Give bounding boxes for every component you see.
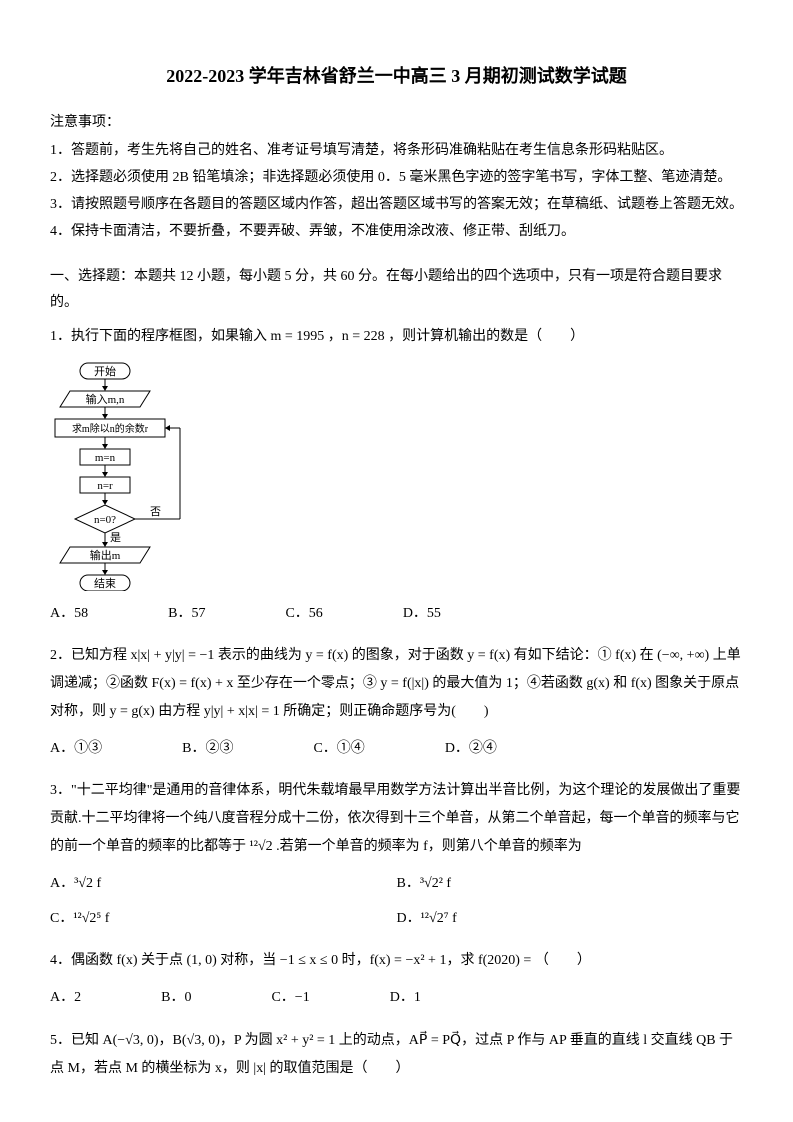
q1-opt-c: C．56 xyxy=(285,601,322,626)
flow-yes: 是 xyxy=(110,531,121,544)
q4-opt-a: A．2 xyxy=(50,985,81,1010)
flow-decision: n=0? xyxy=(94,514,116,526)
section-1-header: 一、选择题：本题共 12 小题，每小题 5 分，共 60 分。在每小题给出的四个… xyxy=(50,264,743,314)
notice-3: 3．请按照题号顺序在各题目的答题区域内作答，超出答题区域书写的答案无效；在草稿纸… xyxy=(50,192,743,217)
notice-header: 注意事项： xyxy=(50,110,743,135)
q2-opt-a: A．①③ xyxy=(50,736,102,761)
flow-calc: 求m除以n的余数r xyxy=(72,422,149,435)
flow-output: 输出m xyxy=(90,548,121,562)
question-2: 2．已知方程 x|x| + y|y| = −1 表示的曲线为 y = f(x) … xyxy=(50,642,743,726)
notice-1: 1．答题前，考生先将自己的姓名、准考证号填写清楚，将条形码准确粘贴在考生信息条形… xyxy=(50,138,743,163)
flow-input: 输入m,n xyxy=(86,392,125,406)
notice-4: 4．保持卡面清洁，不要折叠，不要弄破、弄皱，不准使用涂改液、修正带、刮纸刀。 xyxy=(50,219,743,244)
flowchart-diagram: 开始 输入m,n 求m除以n的余数r m=n n=r n=0? 否 是 xyxy=(50,361,743,591)
q3-options: A．³√2 f B．³√2² f C．¹²√2⁵ f D．¹²√2⁷ f xyxy=(50,871,743,931)
q3-opt-a: A．³√2 f xyxy=(50,871,397,896)
q1-opt-d: D．55 xyxy=(403,601,441,626)
q2-opt-d: D．②④ xyxy=(445,736,497,761)
q4-opt-d: D．1 xyxy=(390,985,421,1010)
flow-assign1: m=n xyxy=(95,452,116,464)
flow-start: 开始 xyxy=(94,364,116,378)
flow-no: 否 xyxy=(150,506,161,518)
question-5: 5．已知 A(−√3, 0)，B(√3, 0)，P 为圆 x² + y² = 1… xyxy=(50,1027,743,1083)
q3-opt-c: C．¹²√2⁵ f xyxy=(50,906,397,931)
q1-opt-a: A．58 xyxy=(50,601,88,626)
notice-2: 2．选择题必须使用 2B 铅笔填涂；非选择题必须使用 0．5 毫米黑色字迹的签字… xyxy=(50,165,743,190)
q4-opt-c: C．−1 xyxy=(271,985,309,1010)
q1-opt-b: B．57 xyxy=(168,601,205,626)
flow-assign2: n=r xyxy=(97,480,113,492)
q1-options: A．58 B．57 C．56 D．55 xyxy=(50,601,743,626)
q3-opt-b: B．³√2² f xyxy=(397,871,744,896)
question-1: 1．执行下面的程序框图，如果输入 m = 1995 ，n = 228 ，则计算机… xyxy=(50,323,743,351)
question-4: 4．偶函数 f(x) 关于点 (1, 0) 对称，当 −1 ≤ x ≤ 0 时，… xyxy=(50,947,743,975)
question-3: 3．"十二平均律"是通用的音律体系，明代朱载堉最早用数学方法计算出半音比例，为这… xyxy=(50,777,743,861)
q4-opt-b: B．0 xyxy=(161,985,191,1010)
q4-options: A．2 B．0 C．−1 D．1 xyxy=(50,985,743,1010)
page-title: 2022-2023 学年吉林省舒兰一中高三 3 月期初测试数学试题 xyxy=(50,60,743,92)
q2-opt-b: B．②③ xyxy=(182,736,233,761)
q2-opt-c: C．①④ xyxy=(313,736,364,761)
flow-end: 结束 xyxy=(94,577,116,590)
q2-options: A．①③ B．②③ C．①④ D．②④ xyxy=(50,736,743,761)
q3-opt-d: D．¹²√2⁷ f xyxy=(397,906,744,931)
